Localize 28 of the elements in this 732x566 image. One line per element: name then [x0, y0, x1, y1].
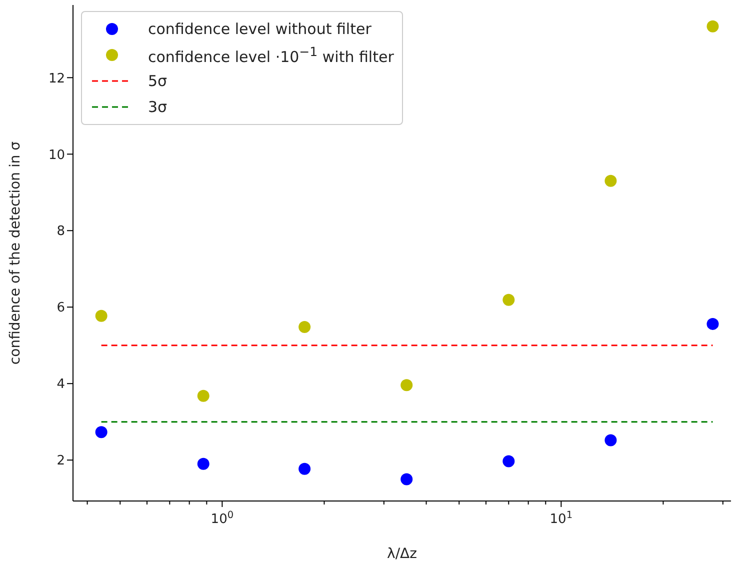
y-tick-label: 12 — [48, 71, 65, 86]
y-tick-label: 10 — [48, 148, 65, 163]
legend-label: confidence level ·10$^{−1}$ with filter — [148, 44, 394, 66]
legend-label: 3σ — [148, 98, 168, 116]
y-tick-label: 2 — [56, 454, 65, 469]
point — [502, 294, 515, 306]
point — [95, 426, 108, 438]
x-tick-label: 10$^{1}$ — [550, 510, 573, 527]
legend-label: confidence level without filter — [148, 20, 372, 38]
legend-label: 5σ — [148, 72, 168, 90]
y-tick-label: 6 — [56, 300, 65, 316]
point — [502, 455, 515, 468]
y-axis-title: confidence of the detection in σ — [7, 141, 24, 365]
point — [197, 458, 210, 470]
x-tick-label: 10$^{0}$ — [210, 510, 234, 527]
point — [400, 473, 413, 486]
x-axis-title: λ/Δz — [387, 546, 417, 562]
point — [197, 390, 210, 402]
point — [706, 20, 719, 32]
point — [95, 310, 108, 322]
point — [400, 379, 413, 392]
point — [604, 174, 617, 187]
point — [298, 321, 311, 333]
y-tick-label: 8 — [56, 224, 65, 240]
point — [298, 462, 311, 475]
y-tick-label: 4 — [56, 377, 65, 392]
point — [604, 434, 617, 446]
point — [706, 318, 719, 330]
